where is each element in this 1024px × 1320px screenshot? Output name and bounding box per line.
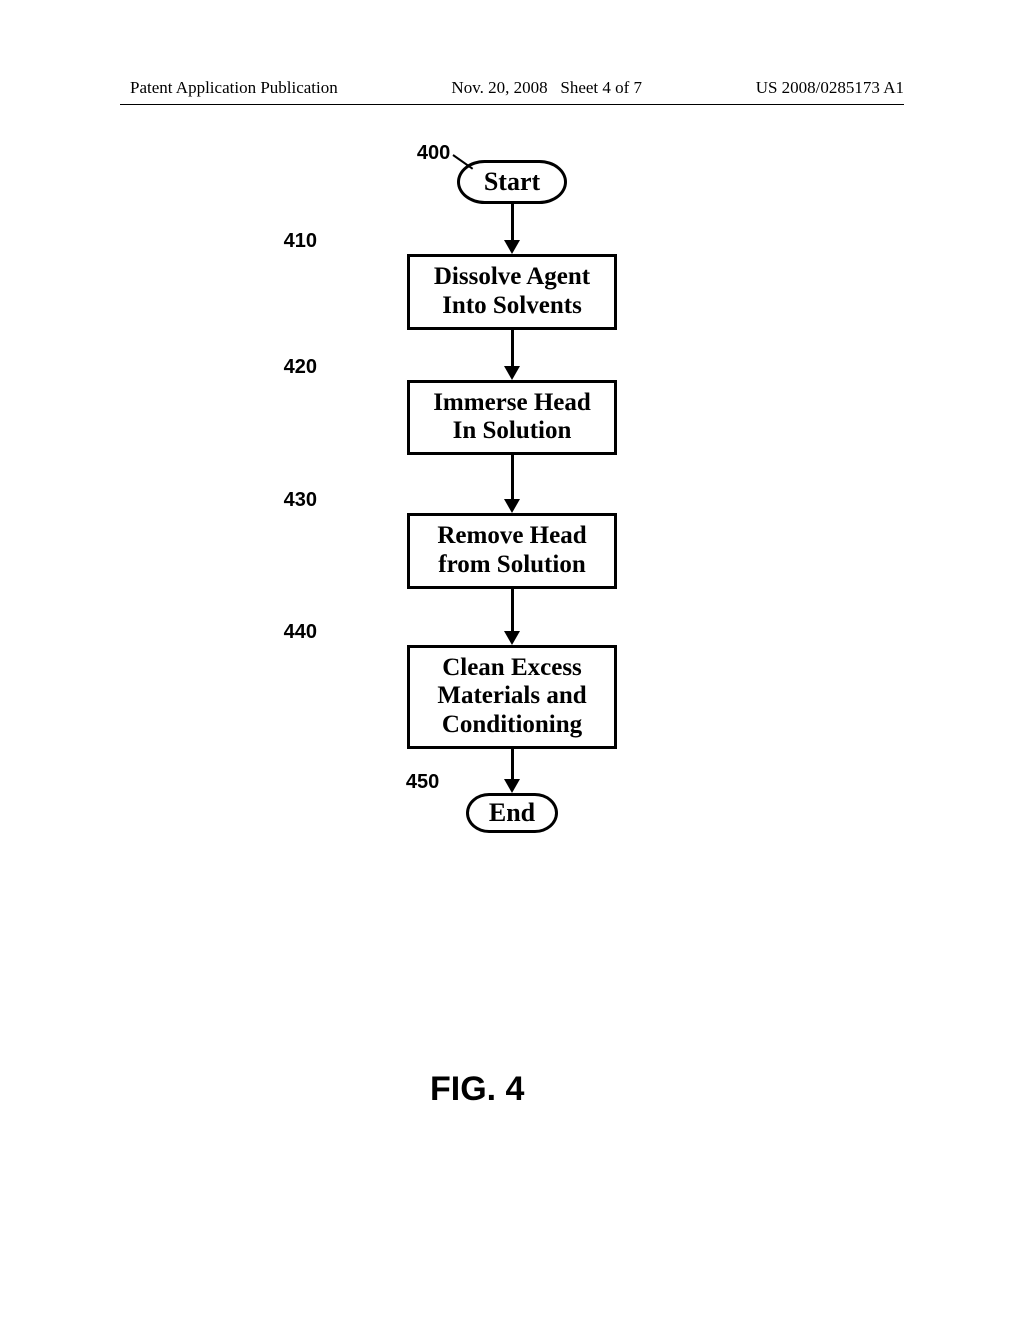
process-line: Remove Head bbox=[437, 522, 586, 549]
flow-node-start: 400 Start bbox=[457, 160, 567, 204]
process-line: Clean Excess bbox=[442, 654, 582, 681]
arrow-stem bbox=[511, 749, 514, 779]
ref-420: 420 bbox=[257, 356, 317, 379]
terminator-start: Start bbox=[457, 160, 567, 204]
process-line: In Solution bbox=[453, 417, 572, 444]
header-publication-number: US 2008/0285173 A1 bbox=[756, 78, 904, 98]
ref-440: 440 bbox=[257, 621, 317, 644]
ref-430: 430 bbox=[257, 489, 317, 512]
process-line: Materials and bbox=[437, 682, 586, 709]
process-dissolve-agent: Dissolve Agent Into Solvents bbox=[407, 254, 617, 330]
ref-400: 400 bbox=[417, 142, 450, 165]
arrow-400-410 bbox=[504, 204, 520, 254]
process-remove-head: Remove Head from Solution bbox=[407, 513, 617, 589]
flowchart: 400 Start 410 Dissolve Agent Into Solven… bbox=[0, 160, 1024, 833]
header-sheet-info: Nov. 20, 2008 Sheet 4 of 7 bbox=[451, 78, 642, 98]
process-clean-excess: Clean Excess Materials and Conditioning bbox=[407, 645, 617, 749]
flow-node-420: 420 Immerse Head In Solution bbox=[407, 380, 617, 456]
process-line: Conditioning bbox=[442, 711, 582, 738]
arrow-stem bbox=[511, 204, 514, 240]
header-rule bbox=[120, 104, 904, 105]
arrow-430-440 bbox=[504, 589, 520, 645]
arrow-stem bbox=[511, 589, 514, 631]
arrow-440-450 bbox=[504, 749, 520, 793]
arrow-head-icon bbox=[504, 240, 520, 254]
arrow-head-icon bbox=[504, 499, 520, 513]
figure-label: FIG. 4 bbox=[430, 1070, 524, 1109]
page: Patent Application Publication Nov. 20, … bbox=[0, 0, 1024, 1320]
arrow-head-icon bbox=[504, 631, 520, 645]
flow-node-end: 450 End bbox=[466, 793, 558, 833]
arrow-420-430 bbox=[504, 455, 520, 513]
page-header: Patent Application Publication Nov. 20, … bbox=[0, 78, 1024, 98]
arrow-stem bbox=[511, 330, 514, 366]
arrow-stem bbox=[511, 455, 514, 499]
process-line: Immerse Head bbox=[433, 389, 591, 416]
arrow-head-icon bbox=[504, 366, 520, 380]
process-immerse-head: Immerse Head In Solution bbox=[407, 380, 617, 456]
header-date: Nov. 20, 2008 bbox=[451, 78, 547, 97]
flow-node-410: 410 Dissolve Agent Into Solvents bbox=[407, 254, 617, 330]
flow-node-430: 430 Remove Head from Solution bbox=[407, 513, 617, 589]
process-line: Into Solvents bbox=[442, 292, 582, 319]
ref-450: 450 bbox=[406, 771, 439, 794]
header-sheet: Sheet 4 of 7 bbox=[560, 78, 642, 97]
terminator-end: End bbox=[466, 793, 558, 833]
arrow-head-icon bbox=[504, 779, 520, 793]
header-publication-type: Patent Application Publication bbox=[130, 78, 338, 98]
arrow-410-420 bbox=[504, 330, 520, 380]
ref-410: 410 bbox=[257, 230, 317, 253]
flow-node-440: 440 Clean Excess Materials and Condition… bbox=[407, 645, 617, 749]
process-line: from Solution bbox=[438, 551, 585, 578]
process-line: Dissolve Agent bbox=[434, 263, 590, 290]
